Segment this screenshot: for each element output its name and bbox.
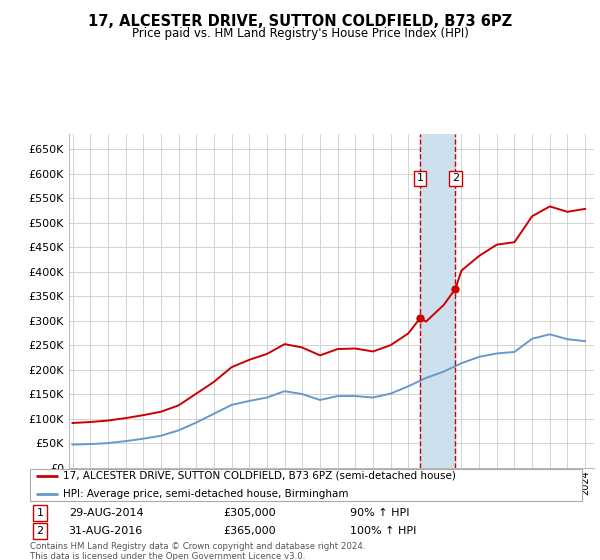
Text: 90% ↑ HPI: 90% ↑ HPI xyxy=(350,508,410,517)
Text: 17, ALCESTER DRIVE, SUTTON COLDFIELD, B73 6PZ (semi-detached house): 17, ALCESTER DRIVE, SUTTON COLDFIELD, B7… xyxy=(63,471,456,481)
FancyBboxPatch shape xyxy=(30,469,582,501)
Text: 1: 1 xyxy=(416,174,424,184)
Text: 31-AUG-2016: 31-AUG-2016 xyxy=(68,526,143,536)
Text: Price paid vs. HM Land Registry's House Price Index (HPI): Price paid vs. HM Land Registry's House … xyxy=(131,27,469,40)
Text: £305,000: £305,000 xyxy=(223,508,276,517)
Text: £365,000: £365,000 xyxy=(223,526,276,536)
Text: 29-AUG-2014: 29-AUG-2014 xyxy=(68,508,143,517)
Text: 2: 2 xyxy=(452,174,459,184)
Text: 100% ↑ HPI: 100% ↑ HPI xyxy=(350,526,416,536)
Text: 2: 2 xyxy=(37,526,43,536)
Text: Contains HM Land Registry data © Crown copyright and database right 2024.
This d: Contains HM Land Registry data © Crown c… xyxy=(30,542,365,560)
Text: 1: 1 xyxy=(37,508,43,517)
Bar xyxy=(420,134,455,468)
Text: HPI: Average price, semi-detached house, Birmingham: HPI: Average price, semi-detached house,… xyxy=(63,489,349,499)
Text: 17, ALCESTER DRIVE, SUTTON COLDFIELD, B73 6PZ: 17, ALCESTER DRIVE, SUTTON COLDFIELD, B7… xyxy=(88,14,512,29)
